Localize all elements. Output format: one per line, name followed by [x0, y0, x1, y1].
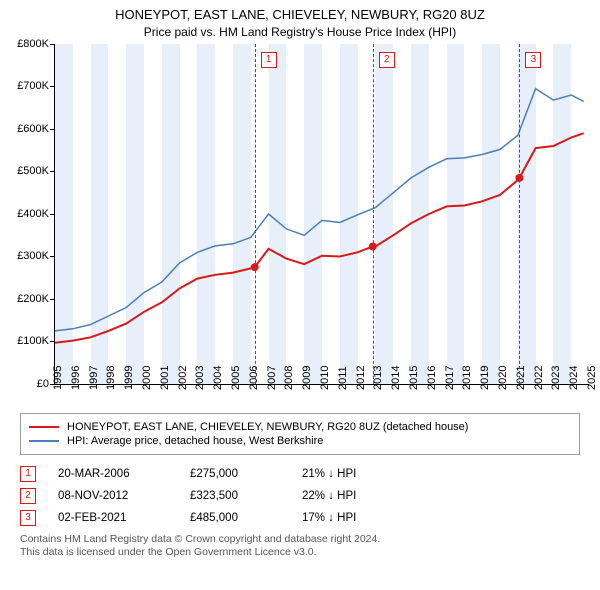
x-axis-tick: 2013 — [372, 365, 384, 389]
y-axis-tick: £300K — [3, 250, 49, 262]
sale-marker-badge: 2 — [379, 52, 395, 68]
x-axis-tick: 2015 — [408, 365, 420, 389]
sale-marker-line — [373, 44, 374, 384]
sale-number-badge: 2 — [20, 488, 36, 504]
legend-label: HONEYPOT, EAST LANE, CHIEVELEY, NEWBURY,… — [67, 421, 468, 433]
y-axis-tick: £200K — [3, 293, 49, 305]
sale-price: £323,500 — [190, 490, 280, 502]
sale-price: £275,000 — [190, 468, 280, 480]
x-axis-tick: 2012 — [355, 365, 367, 389]
y-axis-tick: £500K — [3, 165, 49, 177]
sale-marker-line — [519, 44, 520, 384]
x-axis-tick: 2019 — [479, 365, 491, 389]
x-axis-tick: 2002 — [177, 365, 189, 389]
x-axis-tick: 1996 — [70, 365, 82, 389]
x-axis-tick: 2001 — [159, 365, 171, 389]
sales-table-row: 2 08-NOV-2012 £323,500 22% ↓ HPI — [20, 485, 580, 507]
chart-title: HONEYPOT, EAST LANE, CHIEVELEY, NEWBURY,… — [4, 6, 596, 24]
x-axis-tick: 2021 — [515, 365, 527, 389]
sale-number-badge: 1 — [20, 466, 36, 482]
x-axis-tick: 1998 — [105, 365, 117, 389]
x-axis-tick: 2014 — [390, 365, 402, 389]
sale-date: 02-FEB-2021 — [58, 512, 168, 524]
sale-number-badge: 3 — [20, 510, 36, 526]
sale-date: 20-MAR-2006 — [58, 468, 168, 480]
x-axis-tick: 2016 — [426, 365, 438, 389]
legend-swatch-icon — [29, 440, 59, 442]
sale-marker-badge: 3 — [525, 52, 541, 68]
sale-hpi-delta: 22% ↓ HPI — [302, 490, 392, 502]
footer-line-2: This data is licensed under the Open Gov… — [20, 546, 580, 560]
y-axis-tick: £400K — [3, 208, 49, 220]
title-block: HONEYPOT, EAST LANE, CHIEVELEY, NEWBURY,… — [0, 0, 600, 44]
sale-price: £485,000 — [190, 512, 280, 524]
series-line-hpi — [55, 88, 584, 330]
legend-swatch-icon — [29, 426, 59, 428]
line-chart-svg — [55, 44, 589, 384]
x-axis-tick: 2017 — [444, 365, 456, 389]
x-axis-tick: 2004 — [212, 365, 224, 389]
y-axis-tick: £700K — [3, 80, 49, 92]
sale-marker-line — [255, 44, 256, 384]
sales-table: 1 20-MAR-2006 £275,000 21% ↓ HPI 2 08-NOV-201… — [20, 463, 580, 529]
x-axis-tick: 2025 — [586, 365, 598, 389]
y-axis-tick: £600K — [3, 123, 49, 135]
y-axis-tick: £0 — [3, 378, 49, 390]
x-axis-tick: 2003 — [194, 365, 206, 389]
legend-label: HPI: Average price, detached house, West… — [67, 435, 323, 447]
sale-date: 08-NOV-2012 — [58, 490, 168, 502]
plot-area: £0£100K£200K£300K£400K£500K£600K£700K£80… — [54, 44, 589, 385]
y-axis-tick: £800K — [3, 38, 49, 50]
x-axis-tick: 2024 — [568, 365, 580, 389]
footer-attribution: Contains HM Land Registry data © Crown c… — [20, 533, 580, 560]
y-axis-tick: £100K — [3, 335, 49, 347]
x-axis-tick: 2007 — [266, 365, 278, 389]
x-axis-tick: 2005 — [230, 365, 242, 389]
x-axis-tick: 2011 — [337, 366, 349, 390]
legend-box: HONEYPOT, EAST LANE, CHIEVELEY, NEWBURY,… — [20, 413, 580, 455]
series-line-property — [55, 133, 584, 343]
legend-item: HPI: Average price, detached house, West… — [29, 434, 571, 448]
x-axis-tick: 2009 — [301, 365, 313, 389]
sales-table-row: 1 20-MAR-2006 £275,000 21% ↓ HPI — [20, 463, 580, 485]
x-axis-tick: 2020 — [497, 365, 509, 389]
sale-marker-badge: 1 — [261, 52, 277, 68]
x-axis-tick: 2010 — [319, 365, 331, 389]
sale-hpi-delta: 21% ↓ HPI — [302, 468, 392, 480]
sales-table-row: 3 02-FEB-2021 £485,000 17% ↓ HPI — [20, 507, 580, 529]
x-axis-tick: 2023 — [550, 365, 562, 389]
x-axis-tick: 2018 — [461, 365, 473, 389]
x-axis-tick: 1995 — [52, 365, 64, 389]
x-axis-tick: 1999 — [123, 365, 135, 389]
chart-subtitle: Price paid vs. HM Land Registry's House … — [4, 24, 596, 40]
x-axis-tick: 1997 — [88, 365, 100, 389]
footer-line-1: Contains HM Land Registry data © Crown c… — [20, 533, 580, 547]
x-axis-tick: 2022 — [533, 365, 545, 389]
sale-hpi-delta: 17% ↓ HPI — [302, 512, 392, 524]
chart-container: HONEYPOT, EAST LANE, CHIEVELEY, NEWBURY,… — [0, 0, 600, 560]
x-axis-tick: 2000 — [141, 365, 153, 389]
x-axis-tick: 2008 — [283, 365, 295, 389]
legend-item: HONEYPOT, EAST LANE, CHIEVELEY, NEWBURY,… — [29, 420, 571, 434]
